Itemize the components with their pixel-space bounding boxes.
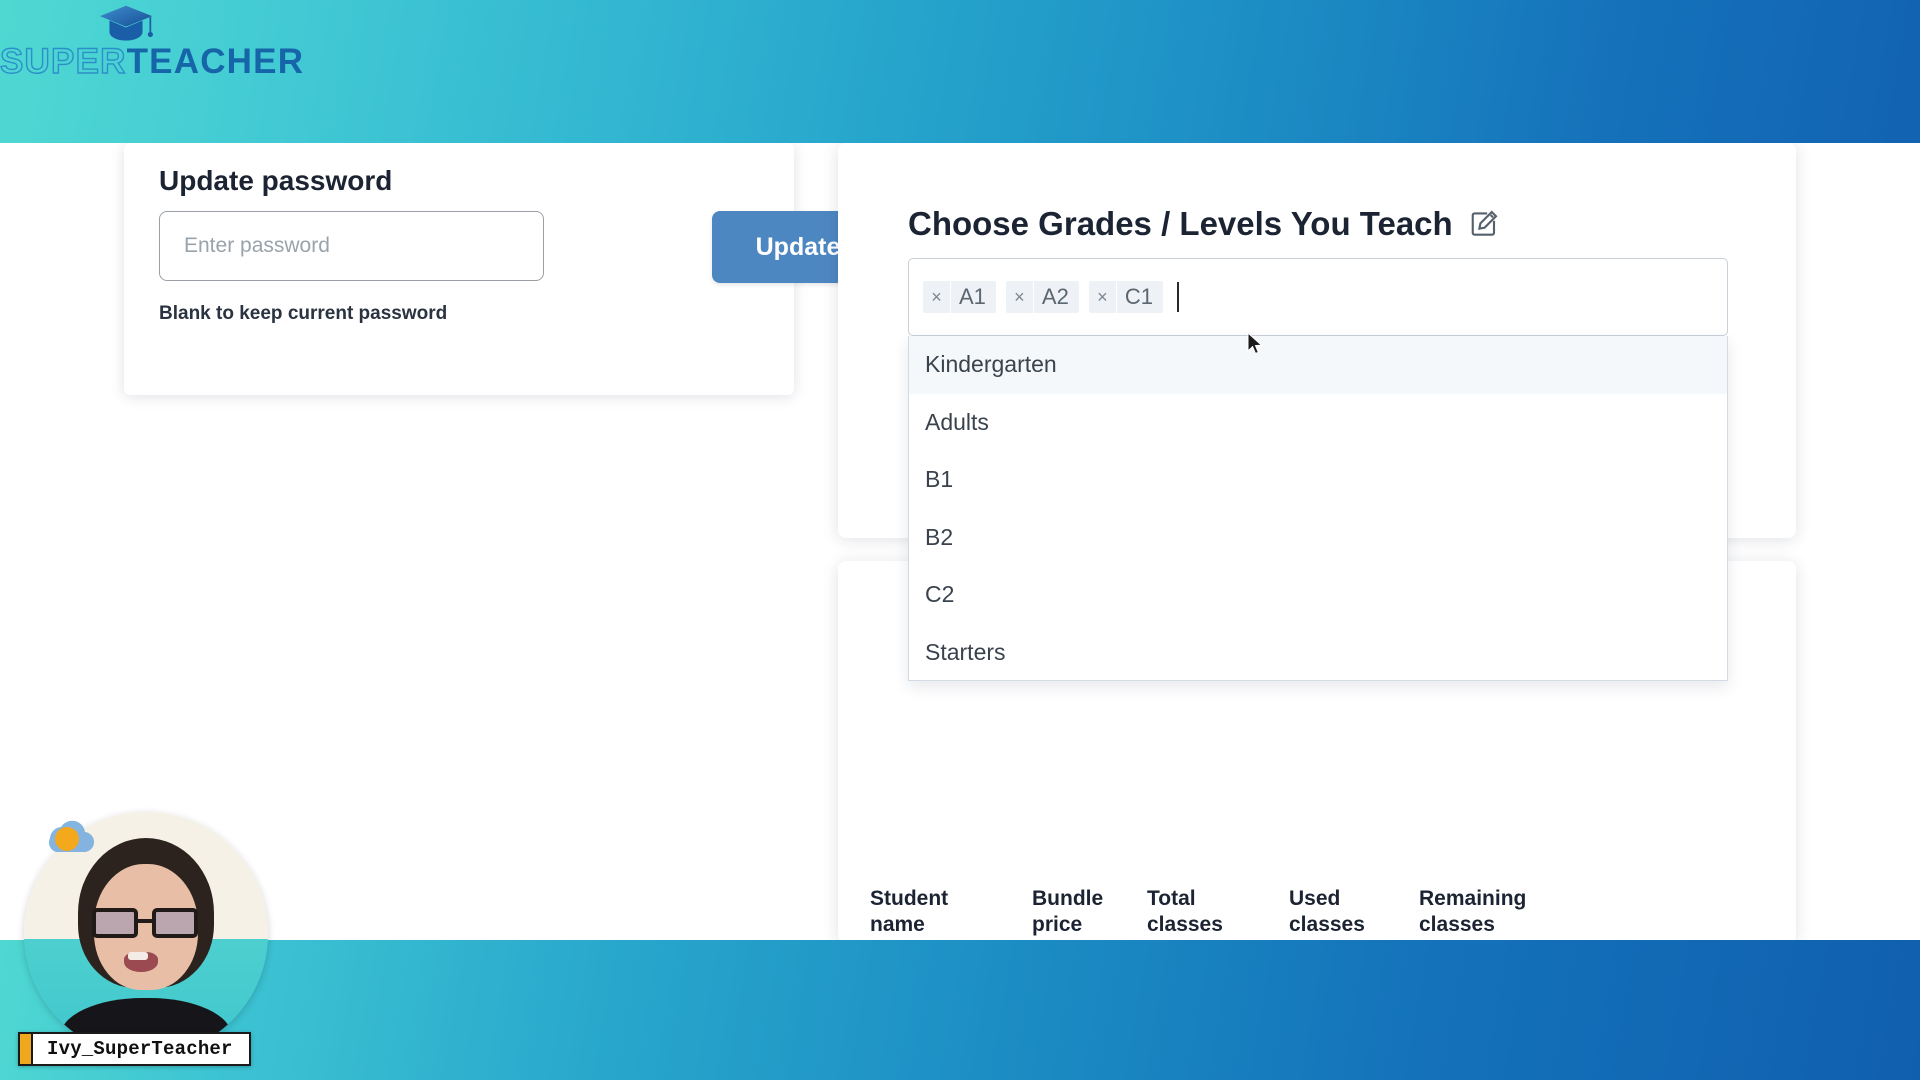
grades-heading: Choose Grades / Levels You Teach [908,205,1453,242]
dropdown-option-b1[interactable]: B1 [925,466,954,493]
choose-grades-card: Choose Grades / Levels You Teach × A1 [838,143,1796,681]
grade-chip[interactable]: × A2 [1005,281,1079,313]
brand-logo-teacher: TEACHER [126,42,305,81]
password-input[interactable] [159,211,544,281]
dropdown-option-starters[interactable]: Starters [925,638,1006,665]
column-header-remaining-classes: Remaining classes [1419,887,1527,937]
chip-remove-icon[interactable]: × [1089,281,1117,313]
chip-label: A2 [1041,284,1069,309]
chip-remove-icon[interactable]: × [1006,281,1034,313]
page-title: Update password [159,165,393,196]
table-header-row: Student name Bundle price Total classes … [870,886,1660,940]
chip-remove-icon[interactable]: × [923,281,951,313]
bottom-brand-banner [0,940,1920,1080]
column-header-total-classes: Total classes [1147,887,1223,937]
column-header-student-name: Student name [870,887,949,937]
webcam-video-circle [24,812,268,1056]
page-content: Update password Update Blank to keep cur… [0,143,1920,940]
dropdown-option-adults[interactable]: Adults [925,408,989,435]
name-tag-accent-bar [18,1032,31,1066]
bundles-table: Student name Bundle price Total classes … [870,886,1660,940]
edit-pencil-icon[interactable] [1469,209,1499,239]
grade-chip[interactable]: × A1 [923,281,996,313]
sun-cloud-icon [36,816,98,874]
text-caret [1176,282,1179,312]
chip-label: C1 [1124,284,1153,309]
top-brand-banner: SUPERTEACHER [0,0,1920,143]
grade-chip[interactable]: × C1 [1088,281,1163,313]
grades-multiselect[interactable]: × A1 × A2 × C1 [908,258,1728,336]
webcam-glasses [90,908,202,938]
brand-logo-text: SUPERTEACHER [0,41,305,82]
name-tag-label: Ivy_SuperTeacher [31,1032,251,1066]
brand-logo[interactable]: SUPERTEACHER [0,2,303,97]
dropdown-option-c2[interactable]: C2 [925,581,955,608]
graduation-cap-icon [98,4,154,44]
grades-dropdown-list[interactable]: Kindergarten Adults B1 B2 C2 Starters [908,336,1728,681]
update-password-card: Update password Update Blank to keep cur… [124,143,884,395]
dropdown-option-kindergarten[interactable]: Kindergarten [909,336,1727,394]
brand-logo-super: SUPER [0,41,127,81]
column-header-bundle-price: Bundle price [1032,887,1104,937]
chip-label: A1 [959,284,986,309]
selected-grade-chips: × A1 × A2 × C1 [923,281,1163,313]
grades-title-row: Choose Grades / Levels You Teach [908,205,1499,243]
webcam-teeth [128,952,148,960]
streamer-name-tag: Ivy_SuperTeacher [18,1032,251,1066]
webcam-overlay [24,812,268,1056]
password-helper-text: Blank to keep current password [159,303,448,324]
column-header-used-classes: Used classes [1289,887,1365,937]
dropdown-option-b2[interactable]: B2 [925,523,954,550]
